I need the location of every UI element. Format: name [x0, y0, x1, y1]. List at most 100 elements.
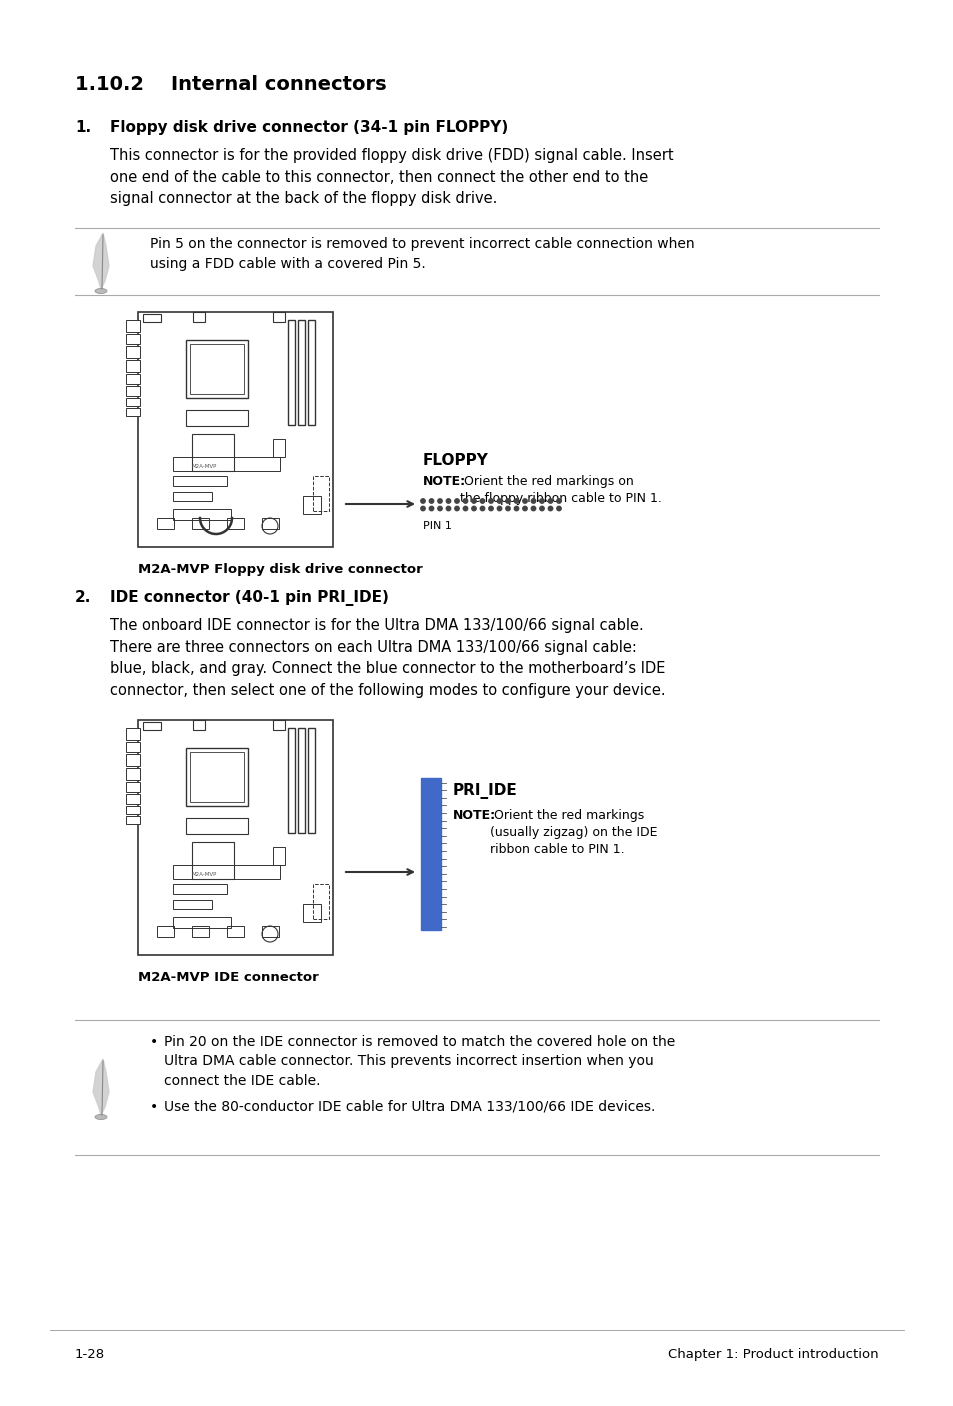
Bar	[126, 806, 140, 814]
Text: 1-28: 1-28	[75, 1348, 105, 1361]
Bar	[303, 904, 320, 922]
Bar	[126, 794, 140, 804]
Bar	[126, 754, 140, 766]
Bar	[126, 782, 140, 792]
Bar	[126, 815, 140, 824]
Text: PIN 1: PIN 1	[422, 522, 452, 531]
Circle shape	[479, 506, 484, 510]
Bar	[303, 496, 320, 515]
Bar	[273, 720, 285, 730]
Circle shape	[531, 506, 536, 510]
Circle shape	[472, 499, 476, 503]
Circle shape	[472, 506, 476, 510]
Bar	[193, 312, 205, 322]
Bar	[172, 492, 212, 501]
Circle shape	[455, 506, 458, 510]
Bar	[297, 728, 305, 832]
Circle shape	[557, 506, 560, 510]
Bar	[126, 398, 140, 406]
Circle shape	[539, 506, 543, 510]
Bar	[157, 927, 173, 936]
Circle shape	[429, 506, 434, 510]
Bar	[172, 900, 212, 910]
Bar	[190, 752, 244, 801]
Text: •: •	[150, 1099, 158, 1114]
Bar	[126, 360, 140, 373]
Bar	[227, 927, 244, 936]
Bar	[126, 728, 140, 740]
Text: FLOPPY: FLOPPY	[422, 453, 488, 468]
Text: IDE connector (40-1 pin PRI_IDE): IDE connector (40-1 pin PRI_IDE)	[110, 591, 389, 606]
Bar	[192, 842, 233, 879]
Text: This connector is for the provided floppy disk drive (FDD) signal cable. Insert
: This connector is for the provided flopp…	[110, 148, 673, 207]
Circle shape	[539, 499, 543, 503]
Polygon shape	[92, 233, 109, 290]
Circle shape	[548, 499, 552, 503]
Bar	[297, 321, 305, 425]
Bar	[262, 927, 278, 936]
Circle shape	[488, 499, 493, 503]
Bar	[227, 517, 244, 529]
Text: Pin 20 on the IDE connector is removed to match the covered hole on the
Ultra DM: Pin 20 on the IDE connector is removed t…	[164, 1035, 675, 1088]
Circle shape	[531, 499, 536, 503]
Circle shape	[446, 506, 450, 510]
Bar	[126, 346, 140, 359]
Bar	[126, 321, 140, 332]
Bar	[143, 723, 161, 730]
Bar	[172, 509, 231, 520]
Circle shape	[420, 499, 425, 503]
Bar	[192, 434, 233, 471]
Circle shape	[437, 499, 442, 503]
Bar	[172, 457, 280, 471]
Text: •: •	[150, 1035, 158, 1049]
Bar	[186, 748, 248, 806]
Circle shape	[505, 506, 510, 510]
Circle shape	[514, 499, 518, 503]
Circle shape	[522, 499, 527, 503]
Polygon shape	[92, 1059, 109, 1115]
Circle shape	[420, 506, 425, 510]
Bar	[126, 768, 140, 780]
Bar	[420, 778, 440, 929]
Bar	[138, 312, 333, 547]
Bar	[192, 927, 209, 936]
Circle shape	[497, 506, 501, 510]
Bar	[313, 477, 329, 510]
Text: NOTE:: NOTE:	[453, 808, 496, 823]
Circle shape	[497, 499, 501, 503]
Text: M2A-MVP: M2A-MVP	[192, 872, 217, 877]
Bar	[172, 865, 280, 879]
Text: M2A-MVP: M2A-MVP	[192, 464, 217, 470]
Text: 1.10.2    Internal connectors: 1.10.2 Internal connectors	[75, 75, 386, 94]
Text: Orient the red markings
(usually zigzag) on the IDE
ribbon cable to PIN 1.: Orient the red markings (usually zigzag)…	[490, 808, 657, 856]
Bar	[192, 517, 209, 529]
Text: Chapter 1: Product introduction: Chapter 1: Product introduction	[668, 1348, 878, 1361]
Bar	[172, 917, 231, 928]
Bar	[172, 884, 227, 894]
Bar	[126, 374, 140, 384]
Circle shape	[548, 506, 552, 510]
Text: M2A-MVP Floppy disk drive connector: M2A-MVP Floppy disk drive connector	[138, 562, 422, 576]
Circle shape	[429, 499, 434, 503]
Bar	[308, 321, 314, 425]
Bar	[313, 884, 329, 920]
Text: NOTE:: NOTE:	[422, 475, 466, 488]
Ellipse shape	[95, 1115, 107, 1119]
Text: 2.: 2.	[75, 591, 91, 605]
Bar	[262, 517, 278, 529]
Text: The onboard IDE connector is for the Ultra DMA 133/100/66 signal cable.
There ar: The onboard IDE connector is for the Ult…	[110, 619, 665, 697]
Circle shape	[446, 499, 450, 503]
Bar	[308, 728, 314, 832]
Circle shape	[514, 506, 518, 510]
Bar	[288, 321, 294, 425]
Bar	[126, 387, 140, 396]
Bar	[143, 314, 161, 322]
Circle shape	[488, 506, 493, 510]
Bar	[157, 517, 173, 529]
Bar	[186, 411, 248, 426]
Text: M2A-MVP IDE connector: M2A-MVP IDE connector	[138, 972, 318, 984]
Bar	[273, 312, 285, 322]
Text: Use the 80-conductor IDE cable for Ultra DMA 133/100/66 IDE devices.: Use the 80-conductor IDE cable for Ultra…	[164, 1099, 655, 1114]
Text: PRI_IDE: PRI_IDE	[453, 783, 517, 799]
Bar	[126, 408, 140, 416]
